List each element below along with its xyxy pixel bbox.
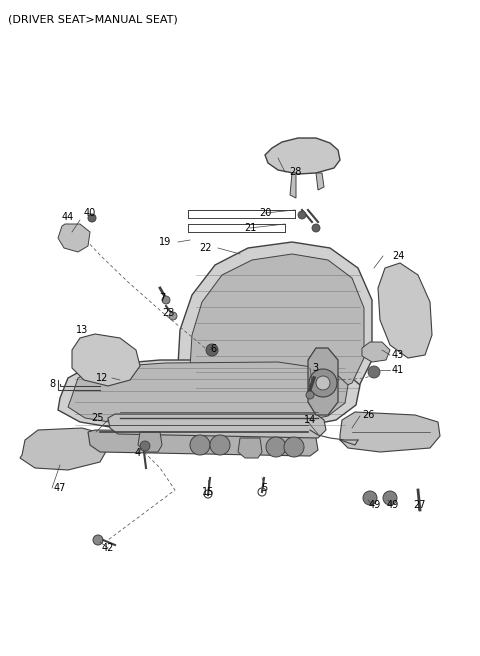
Polygon shape [238, 438, 262, 458]
Circle shape [210, 435, 230, 455]
Text: 26: 26 [362, 410, 374, 420]
Circle shape [88, 214, 96, 222]
Text: (DRIVER SEAT>MANUAL SEAT): (DRIVER SEAT>MANUAL SEAT) [8, 14, 178, 24]
Polygon shape [68, 362, 348, 428]
Text: 40: 40 [84, 208, 96, 218]
Circle shape [368, 366, 380, 378]
Polygon shape [58, 360, 360, 432]
Circle shape [309, 369, 337, 397]
Text: 27: 27 [414, 500, 426, 510]
Text: 42: 42 [102, 543, 114, 553]
Text: 43: 43 [392, 350, 404, 360]
Text: 8: 8 [49, 379, 55, 389]
Circle shape [206, 344, 218, 356]
Circle shape [306, 391, 314, 399]
Polygon shape [178, 242, 372, 406]
Circle shape [363, 491, 377, 505]
Polygon shape [340, 412, 440, 452]
Polygon shape [190, 254, 364, 399]
Text: 28: 28 [289, 167, 301, 177]
Text: 25: 25 [92, 413, 104, 423]
Polygon shape [108, 414, 326, 438]
Circle shape [190, 435, 210, 455]
Circle shape [162, 296, 170, 304]
Text: 44: 44 [62, 212, 74, 222]
Polygon shape [20, 428, 108, 470]
Polygon shape [138, 432, 162, 452]
Circle shape [383, 491, 397, 505]
Text: 24: 24 [392, 251, 404, 261]
Circle shape [140, 441, 150, 451]
Circle shape [93, 535, 103, 545]
Text: 5: 5 [261, 483, 267, 493]
Text: 15: 15 [202, 487, 214, 497]
Text: 47: 47 [54, 483, 66, 493]
Polygon shape [290, 173, 296, 198]
Text: 6: 6 [210, 344, 216, 354]
Polygon shape [362, 342, 390, 362]
Text: 4: 4 [135, 448, 141, 458]
Circle shape [298, 211, 306, 219]
Text: 19: 19 [159, 237, 171, 247]
Text: 49: 49 [369, 500, 381, 510]
Polygon shape [316, 173, 324, 190]
Text: 23: 23 [162, 308, 174, 318]
Circle shape [316, 376, 330, 390]
Polygon shape [265, 138, 340, 174]
Text: 22: 22 [199, 243, 211, 253]
Text: 41: 41 [392, 365, 404, 375]
Circle shape [169, 312, 177, 320]
Polygon shape [308, 348, 338, 415]
Text: 14: 14 [304, 415, 316, 425]
Polygon shape [72, 334, 140, 386]
Circle shape [312, 224, 320, 232]
Circle shape [284, 437, 304, 457]
Text: 49: 49 [387, 500, 399, 510]
Circle shape [266, 437, 286, 457]
Polygon shape [88, 430, 318, 456]
Text: 20: 20 [259, 208, 271, 218]
Polygon shape [378, 263, 432, 358]
Text: 7: 7 [159, 293, 165, 303]
Polygon shape [58, 224, 90, 252]
Text: 12: 12 [96, 373, 108, 383]
Text: 21: 21 [244, 223, 256, 233]
Text: 3: 3 [312, 363, 318, 373]
Text: 13: 13 [76, 325, 88, 335]
